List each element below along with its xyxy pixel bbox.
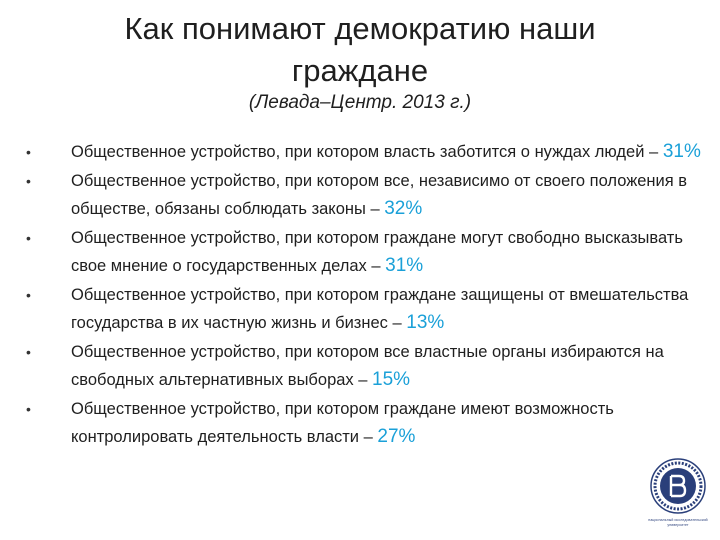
- slide-title: Как понимают демократию наши граждане: [60, 8, 660, 92]
- bullet-percent: 31%: [662, 141, 701, 162]
- bullet-percent: 15%: [372, 369, 411, 390]
- bullet-item-2: • Общественное устройство, при котором в…: [24, 167, 714, 224]
- bullet-item-5: • Общественное устройство, при котором в…: [24, 338, 714, 395]
- bullet-text: Общественное устройство, при котором гра…: [71, 285, 689, 333]
- bullet-text: Общественное устройство, при котором все…: [71, 171, 688, 219]
- bullet-dot-icon: •: [26, 229, 31, 246]
- bullet-text: Общественное устройство, при котором гра…: [71, 228, 683, 276]
- bullet-percent: 32%: [384, 198, 423, 219]
- bullet-text: Общественное устройство, при котором гра…: [71, 399, 614, 447]
- bullet-dash: –: [365, 200, 385, 218]
- bullet-dot-icon: •: [26, 400, 31, 417]
- bullet-text: Общественное устройство, при котором вла…: [71, 143, 645, 161]
- bullet-dash: –: [644, 143, 663, 161]
- university-emblem-icon: [650, 458, 706, 514]
- bullet-percent: 31%: [385, 255, 424, 276]
- bullet-percent: 27%: [377, 426, 416, 447]
- bullet-dot-icon: •: [26, 286, 31, 303]
- bullet-dot-icon: •: [26, 172, 31, 189]
- bullet-dot-icon: •: [26, 144, 31, 160]
- bullet-item-6: • Общественное устройство, при котором г…: [24, 395, 714, 452]
- bullet-item-1: • Общественное устройство, при котором в…: [24, 138, 714, 167]
- bullet-item-4: • Общественное устройство, при котором г…: [24, 281, 714, 338]
- bullet-dash: –: [353, 371, 373, 389]
- slide-subtitle: (Левада–Центр. 2013 г.): [248, 92, 472, 113]
- bullet-dash: –: [387, 314, 407, 332]
- bullet-item-3: • Общественное устройство, при котором г…: [24, 224, 714, 281]
- title-line-2: граждане: [291, 53, 429, 88]
- bullet-dash: –: [366, 257, 386, 275]
- bullet-dot-icon: •: [26, 343, 31, 360]
- university-logo: национальный исследовательский университ…: [642, 458, 714, 536]
- bullet-dash: –: [359, 428, 378, 446]
- logo-caption: национальный исследовательский университ…: [648, 518, 708, 527]
- title-line-1: Как понимают демократию наши: [124, 11, 596, 46]
- bullet-text: Общественное устройство, при котором все…: [71, 342, 664, 390]
- bullet-list: • Общественное устройство, при котором в…: [24, 138, 714, 452]
- bullet-percent: 13%: [406, 312, 445, 333]
